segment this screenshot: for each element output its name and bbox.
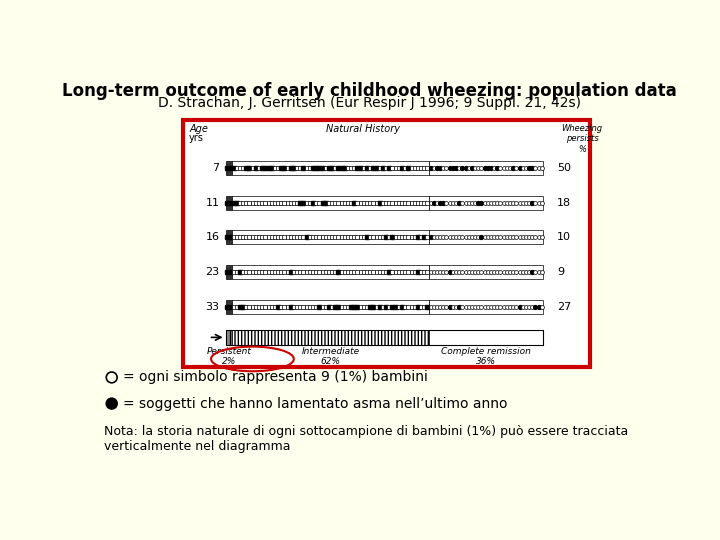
Bar (429, 265, 544, 279)
Text: 27: 27 (557, 301, 572, 312)
Text: 11: 11 (205, 198, 220, 207)
Bar (225, 300, 232, 314)
Text: Wheezing
persists
%: Wheezing persists % (562, 124, 603, 154)
Bar (429, 195, 544, 210)
Bar (225, 330, 544, 345)
Text: 50: 50 (557, 163, 572, 173)
Circle shape (107, 398, 117, 409)
Text: 23: 23 (205, 267, 220, 277)
Bar (232, 265, 429, 279)
Text: 10: 10 (557, 232, 572, 242)
Bar (225, 161, 232, 175)
Text: Nota: la storia naturale di ogni sottocampione di bambini (1%) può essere tracci: Nota: la storia naturale di ogni sottoca… (104, 425, 628, 453)
Text: Complete remission
36%: Complete remission 36% (441, 347, 531, 366)
Text: Persistent
2%: Persistent 2% (207, 347, 251, 366)
Bar (429, 300, 544, 314)
Text: Intermediate
62%: Intermediate 62% (302, 347, 359, 366)
Text: 7: 7 (212, 163, 220, 173)
Text: Age: Age (189, 124, 208, 134)
Bar (232, 300, 429, 314)
Bar (232, 195, 429, 210)
Bar (225, 231, 232, 244)
Bar (225, 330, 232, 345)
Bar (225, 265, 232, 279)
Bar (232, 161, 429, 175)
Text: = soggetti che hanno lamentato asma nell’ultimo anno: = soggetti che hanno lamentato asma nell… (122, 396, 507, 410)
Bar (429, 231, 544, 244)
Text: 9: 9 (557, 267, 564, 277)
Text: Natural History: Natural History (326, 124, 400, 134)
Text: 16: 16 (205, 232, 220, 242)
Text: Long-term outcome of early childhood wheezing: population data: Long-term outcome of early childhood whe… (62, 82, 676, 100)
Text: 33: 33 (205, 301, 220, 312)
Bar (183, 120, 590, 367)
Bar (232, 231, 429, 244)
Bar (225, 195, 232, 210)
Text: 18: 18 (557, 198, 572, 207)
Bar (429, 161, 544, 175)
Text: yrs: yrs (189, 133, 204, 143)
Text: = ogni simbolo rappresenta 9 (1%) bambini: = ogni simbolo rappresenta 9 (1%) bambin… (122, 370, 428, 384)
Bar (429, 330, 544, 345)
Bar (232, 330, 429, 345)
Text: D. Strachan, J. Gerritsen (Eur Respir J 1996; 9 Suppl. 21, 42s): D. Strachan, J. Gerritsen (Eur Respir J … (158, 96, 580, 110)
